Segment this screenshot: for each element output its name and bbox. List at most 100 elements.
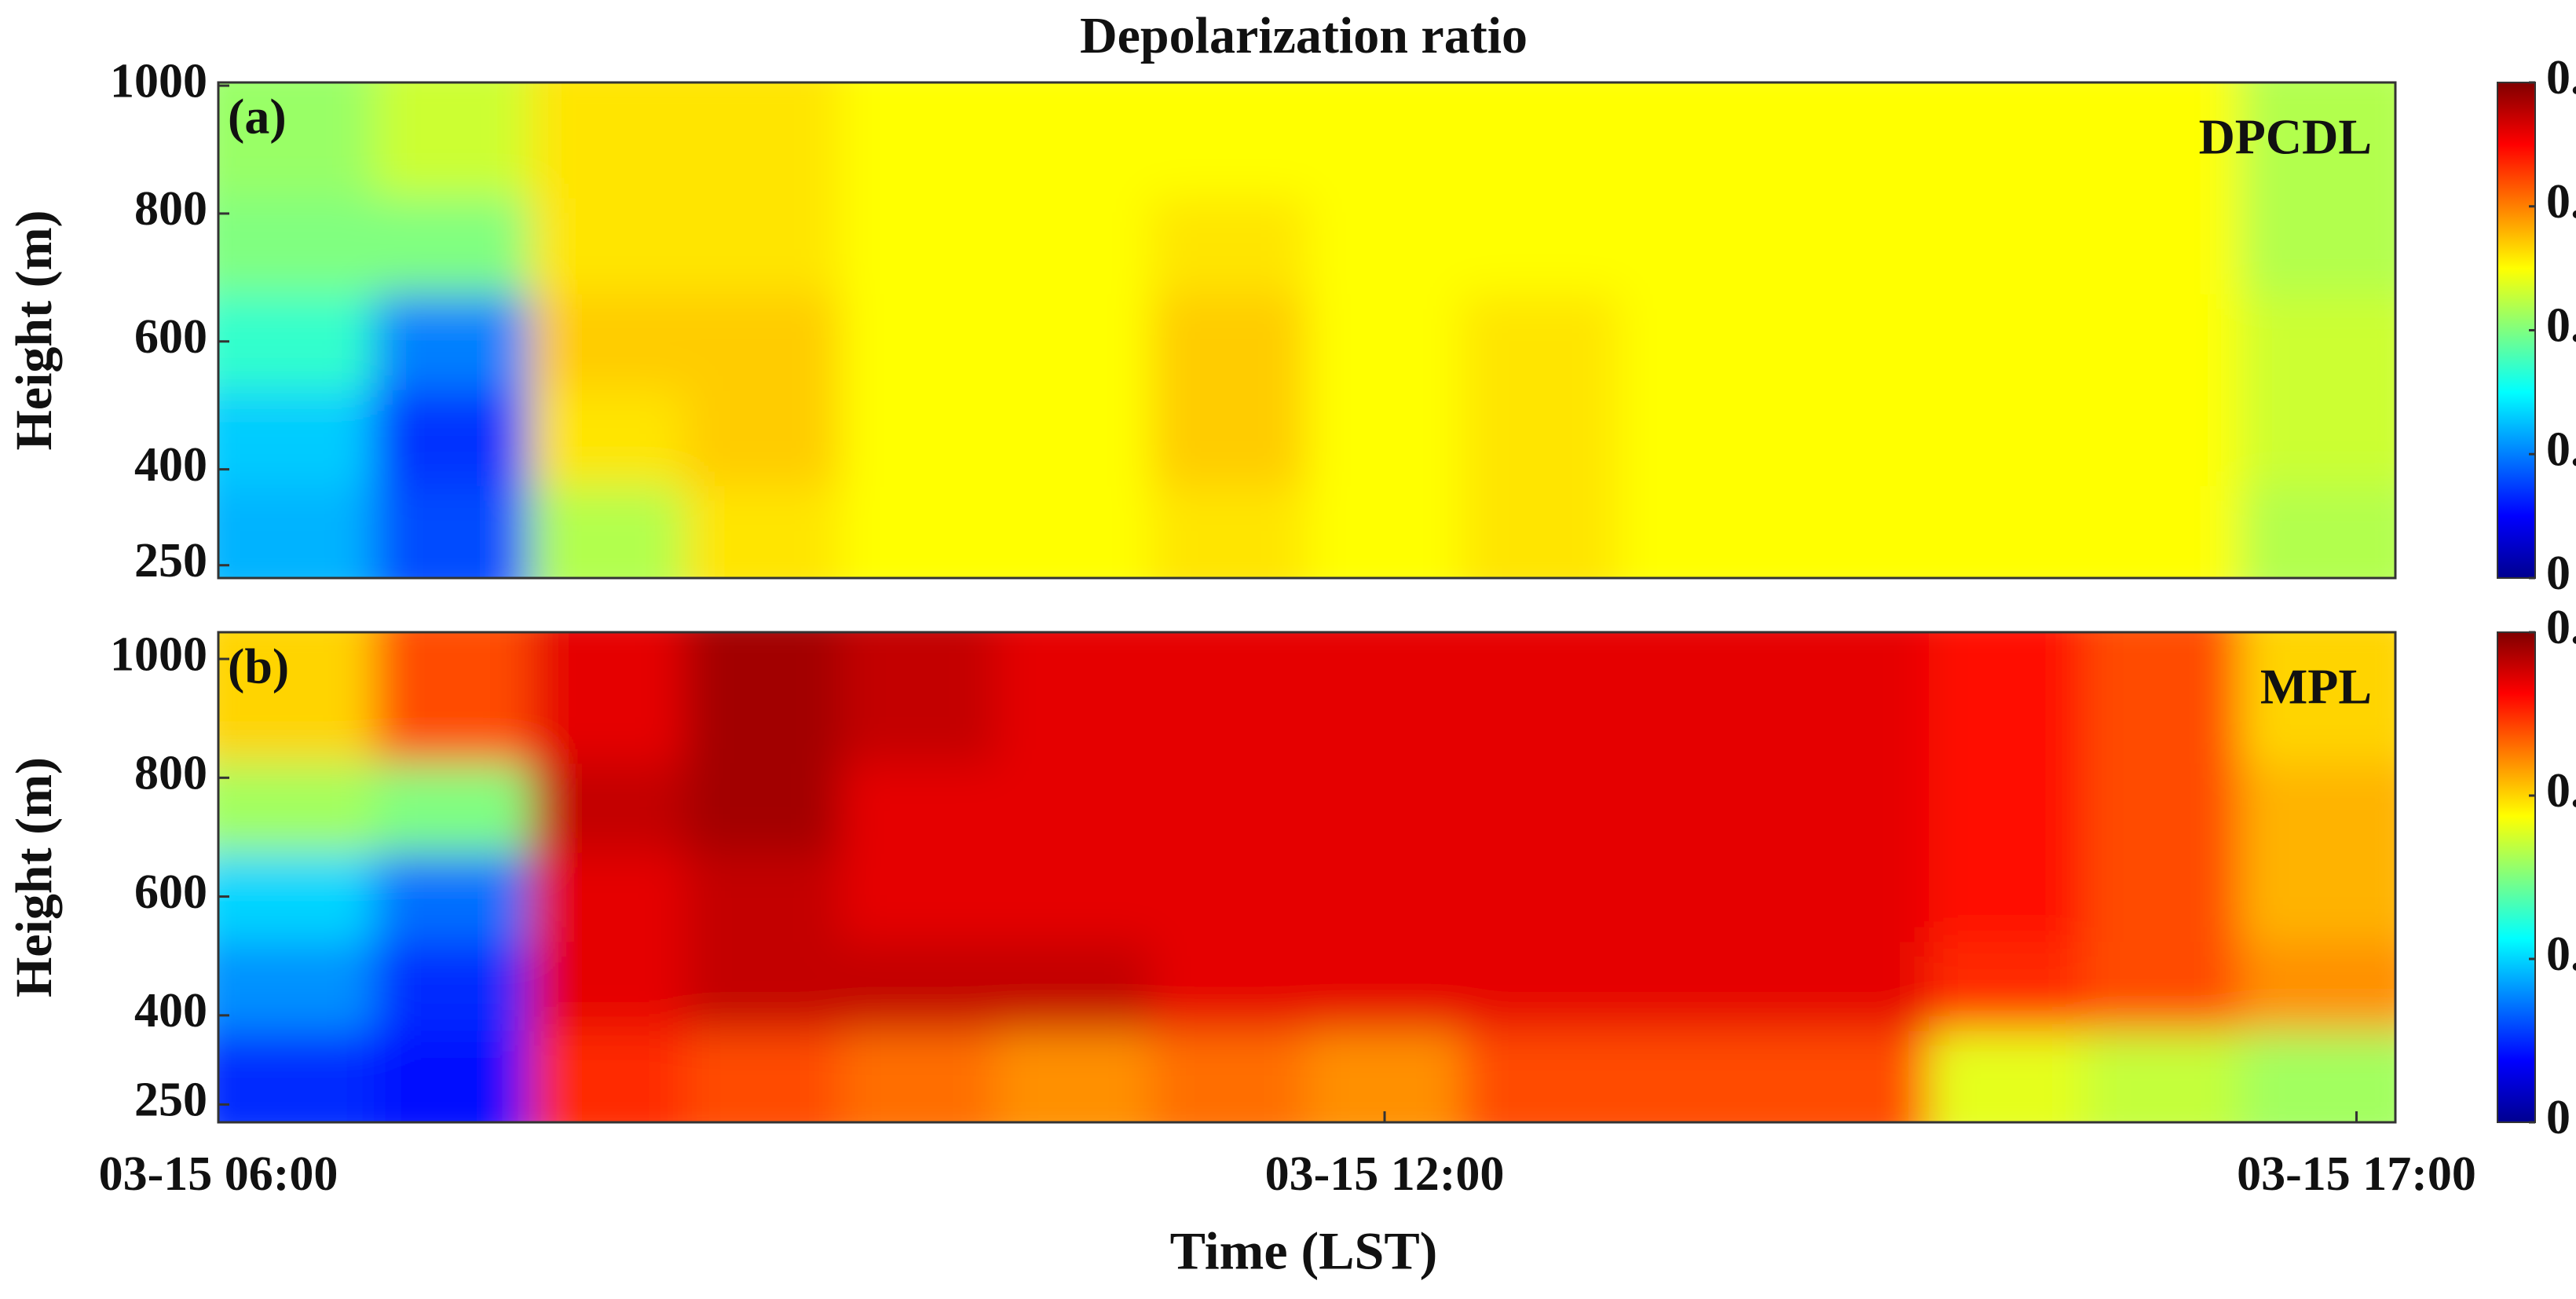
- heatmap-cell: [529, 851, 686, 942]
- heatmap-cell: [1618, 763, 1774, 853]
- heatmap-cell: [840, 763, 997, 853]
- heatmap-cell: [1929, 851, 2085, 942]
- colorbar-tick-label: 0.1: [2546, 928, 2576, 981]
- heatmap-cell: [1773, 485, 1930, 578]
- y-tick-label: 400: [134, 984, 207, 1037]
- heatmap-cell: [2240, 941, 2395, 1031]
- heatmap-cell: [1462, 82, 1619, 199]
- heatmap-cell: [2240, 763, 2395, 853]
- x-tick-label: 03-15 06:00: [99, 1147, 338, 1201]
- heatmap-cell: [1151, 763, 1308, 853]
- instrument-label: MPL: [2260, 659, 2372, 715]
- heatmap-cell: [840, 485, 997, 578]
- heatmap-cell: [529, 82, 686, 199]
- heatmap-cell: [374, 485, 530, 578]
- heatmap-cell: [374, 763, 530, 853]
- heatmap-cell: [685, 632, 841, 764]
- heatmap-cell: [1929, 632, 2085, 764]
- heatmap-cell: [529, 197, 686, 295]
- heatmap-cell: [218, 1030, 375, 1122]
- heatmap-cell: [529, 389, 686, 486]
- heatmap-cell: [1462, 851, 1619, 942]
- heatmap-cell: [840, 197, 997, 295]
- colorbar-tick-label: 0: [2546, 1091, 2571, 1144]
- y-tick-label: 600: [134, 865, 207, 919]
- y-tick-label: 1000: [110, 54, 207, 108]
- y-tick-label: 400: [134, 438, 207, 492]
- heatmap-cell: [1307, 197, 1463, 295]
- colorbar: [2497, 631, 2536, 1123]
- colorbar-tick-label: 0.3: [2546, 175, 2576, 229]
- heatmap-cell: [996, 293, 1152, 390]
- heatmap-cell: [685, 82, 841, 199]
- heatmap-cell: [1773, 941, 1930, 1031]
- colorbar-tick-label: 0.3: [2546, 601, 2576, 654]
- heatmap-cell: [1307, 485, 1463, 578]
- heatmap-cell: [2240, 632, 2395, 764]
- heatmap-cell: [2084, 851, 2241, 942]
- heatmap-cell: [685, 851, 841, 942]
- heatmap-cell: [1773, 197, 1930, 295]
- heatmap-cell: [2084, 389, 2241, 486]
- heatmap-cell: [1151, 941, 1308, 1031]
- heatmap-cell: [1151, 82, 1308, 199]
- heatmap-cell: [685, 389, 841, 486]
- heatmap-cell: [1462, 293, 1619, 390]
- heatmap-cell: [1462, 1030, 1619, 1122]
- heatmap-cell: [1618, 851, 1774, 942]
- heatmap-cell: [2084, 941, 2241, 1031]
- heatmap: [218, 82, 2395, 578]
- heatmap-cell: [996, 763, 1152, 853]
- instrument-label: DPCDL: [2199, 109, 2372, 165]
- heatmap-cell: [840, 941, 997, 1031]
- heatmap-cell: [840, 389, 997, 486]
- heatmap-cell: [1929, 763, 2085, 853]
- heatmap-cell: [2240, 485, 2395, 578]
- heatmap: [218, 632, 2395, 1122]
- y-axis-label: Height (m): [5, 210, 63, 450]
- heatmap-cell: [218, 389, 375, 486]
- heatmap-cell: [2240, 82, 2395, 199]
- heatmap-cell: [685, 485, 841, 578]
- heatmap-cell: [2084, 293, 2241, 390]
- heatmap-cell: [374, 632, 530, 764]
- x-axis-label: Time (LST): [1170, 1221, 1438, 1281]
- heatmap-cell: [996, 1030, 1152, 1122]
- heatmap-cell: [374, 197, 530, 295]
- heatmap-cell: [2240, 389, 2395, 486]
- heatmap-cell: [685, 941, 841, 1031]
- heatmap-cell: [1307, 941, 1463, 1031]
- colorbar-tick-label: 0.4: [2546, 51, 2576, 104]
- heatmap-cell: [2084, 632, 2241, 764]
- heatmap-cell: [1151, 851, 1308, 942]
- heatmap-cell: [218, 197, 375, 295]
- heatmap-cell: [1462, 763, 1619, 853]
- heatmap-cell: [996, 82, 1152, 199]
- heatmap-cell: [840, 632, 997, 764]
- heatmap-cell: [1307, 82, 1463, 199]
- colorbar-tick-label: 0.1: [2546, 423, 2576, 476]
- heatmap-cell: [1151, 632, 1308, 764]
- heatmap-cell: [1773, 851, 1930, 942]
- x-tick-label: 03-15 17:00: [2237, 1147, 2476, 1201]
- heatmap-cell: [2240, 851, 2395, 942]
- y-tick-label: 250: [134, 534, 207, 587]
- heatmap-cell: [685, 197, 841, 295]
- plot-frame: [217, 81, 2397, 580]
- heatmap-cell: [529, 1030, 686, 1122]
- heatmap-cell: [1929, 82, 2085, 199]
- panel-label: (a): [228, 89, 287, 145]
- heatmap-cell: [1929, 389, 2085, 486]
- heatmap-cell: [685, 1030, 841, 1122]
- heatmap-cell: [529, 485, 686, 578]
- heatmap-cell: [374, 389, 530, 486]
- heatmap-cell: [218, 293, 375, 390]
- heatmap-cell: [685, 293, 841, 390]
- heatmap-cell: [2084, 485, 2241, 578]
- heatmap-cells: [218, 632, 2395, 1122]
- heatmap-cell: [1151, 1030, 1308, 1122]
- heatmap-cell: [374, 82, 530, 199]
- heatmap-cell: [1307, 763, 1463, 853]
- heatmap-cell: [218, 485, 375, 578]
